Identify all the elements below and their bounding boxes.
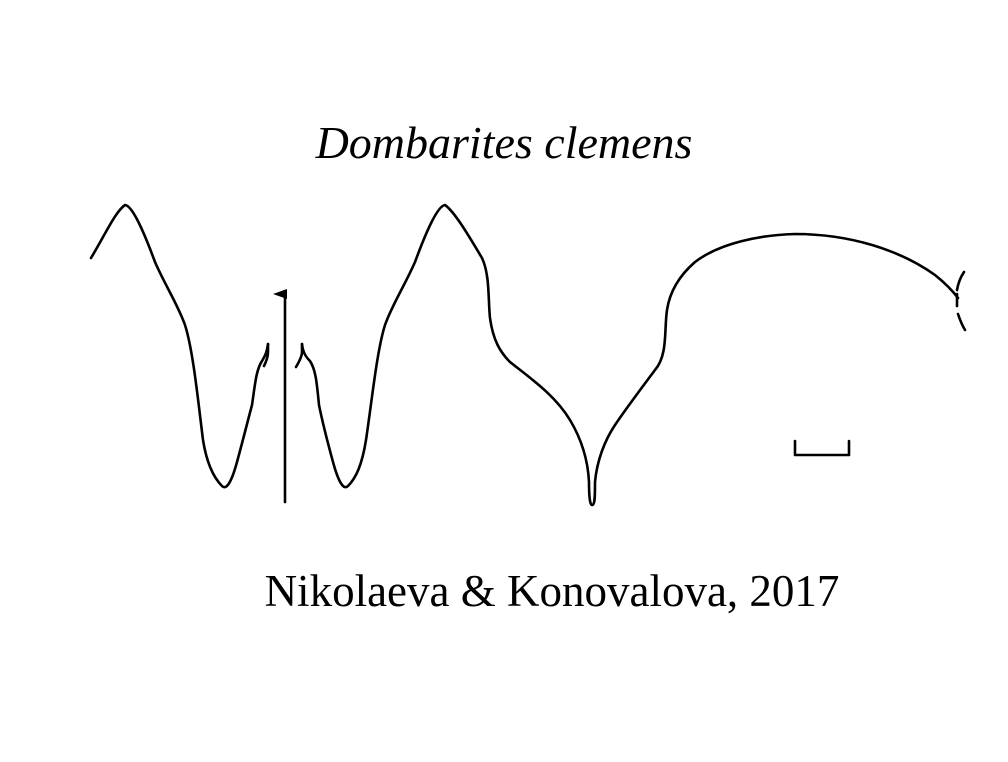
ventral-lobe-right-branch xyxy=(300,203,960,507)
suture-left-segment xyxy=(89,203,270,489)
species-title: Dombarites clemens xyxy=(315,117,693,168)
umbilical-seam-dash-lower xyxy=(956,312,967,332)
scale-bar xyxy=(793,439,851,457)
ventral-lobe-left-hook xyxy=(262,342,270,368)
ventral-lobe-right-hook xyxy=(294,342,304,369)
citation-text: Nikolaeva & Konovalova, 2017 xyxy=(264,566,840,616)
umbilical-seam-dash-upper xyxy=(955,270,966,292)
